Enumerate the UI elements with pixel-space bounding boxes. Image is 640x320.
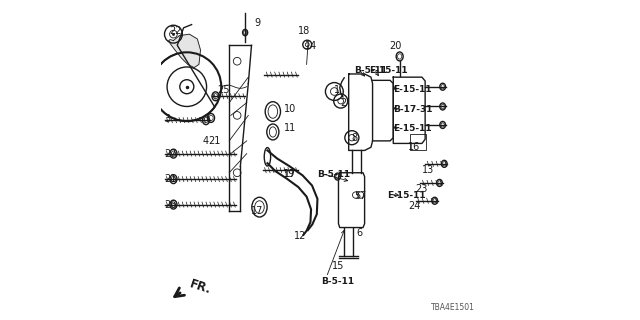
Text: 15: 15 [332,261,344,271]
Text: 23: 23 [415,184,428,194]
Text: 6: 6 [356,228,363,238]
Text: 17: 17 [284,169,297,179]
Text: FR.: FR. [188,278,213,297]
Polygon shape [169,34,200,68]
Text: 21: 21 [164,174,176,184]
Text: E-15-11: E-15-11 [394,85,432,94]
Text: 12: 12 [294,231,307,242]
Text: E-15-11: E-15-11 [369,66,408,75]
Text: E-15-11: E-15-11 [394,124,432,133]
Text: B-17-31: B-17-31 [394,105,433,114]
Text: 22: 22 [170,26,182,36]
Text: B-5-11: B-5-11 [321,277,354,286]
Text: 1: 1 [334,85,340,95]
Text: 25: 25 [218,85,230,95]
Text: 14: 14 [305,41,317,51]
Text: E-15-11: E-15-11 [387,191,426,200]
Text: B-5-11: B-5-11 [317,170,350,179]
Text: 5: 5 [354,191,360,201]
Text: 10: 10 [284,104,296,114]
Text: 26: 26 [164,200,176,210]
Text: 7: 7 [359,191,365,201]
Text: 11: 11 [284,123,296,133]
Text: 18: 18 [298,26,310,36]
Text: 8: 8 [351,133,357,143]
Text: 4: 4 [202,136,208,146]
Text: 27: 27 [164,148,177,159]
Text: 21: 21 [208,136,220,146]
Bar [410,134,426,150]
Text: 3: 3 [164,114,170,124]
Text: 16: 16 [408,142,420,152]
Text: 17: 17 [250,206,263,216]
Text: 24: 24 [408,201,421,211]
Text: TBA4E1501: TBA4E1501 [431,303,474,312]
Text: 19: 19 [284,169,296,179]
Text: 13: 13 [422,165,434,175]
Text: B-5-11: B-5-11 [355,66,388,75]
Text: 20: 20 [390,41,402,51]
Text: 9: 9 [255,18,261,28]
Text: 2: 2 [340,98,346,108]
